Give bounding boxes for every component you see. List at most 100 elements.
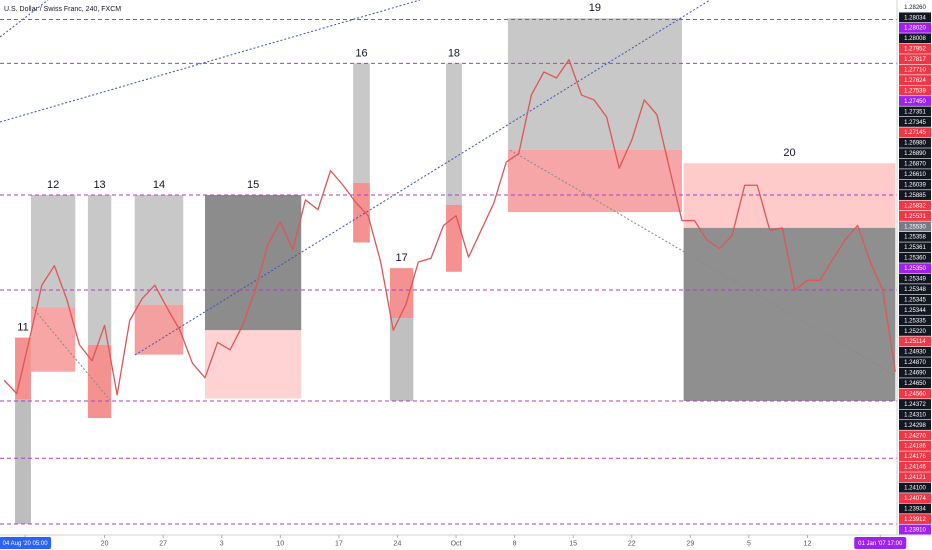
price-tag-label: 1.24121 — [904, 475, 926, 481]
zone — [134, 194, 184, 305]
price-tag — [899, 12, 931, 23]
zone — [683, 227, 896, 401]
price-tag — [899, 54, 931, 65]
price-tag — [899, 33, 931, 44]
price-tag-label: 1.25114 — [904, 339, 926, 345]
trend-line — [509, 149, 901, 379]
price-tag — [899, 252, 931, 263]
price-tag-label: 1.25348 — [904, 287, 926, 293]
price-tag — [899, 305, 931, 315]
price-tag — [899, 148, 931, 159]
price-line — [3, 59, 896, 396]
price-tag-label: 1.24650 — [904, 381, 926, 387]
price-tag-label: 1.24186 — [904, 444, 926, 450]
price-tag-label: 1.25349 — [904, 277, 926, 283]
price-tag-label: 1.25358 — [904, 235, 926, 241]
price-tag-label: 1.28020 — [904, 26, 926, 32]
price-tag-label: 1.27345 — [904, 120, 926, 126]
price-tag-label: 1.27351 — [904, 109, 926, 115]
price-tag-label: 1.27952 — [904, 47, 926, 53]
zone — [389, 268, 414, 319]
price-tag-label: 1.27145 — [904, 130, 926, 136]
price-tag-label: 1.28034 — [904, 15, 926, 21]
boxes: 11 12 13 14 15 16 17 18 19 20 — [15, 2, 896, 525]
box-label: 16 — [355, 47, 367, 59]
price-tag — [899, 43, 931, 54]
trend-line — [134, 0, 711, 356]
price-tag — [899, 64, 931, 75]
price-tag — [899, 116, 931, 127]
price-tag — [899, 96, 931, 106]
price-tag-label: 1.26610 — [904, 172, 926, 178]
price-tag — [899, 22, 931, 33]
x-tick-label: 10 — [276, 540, 284, 547]
price-tag — [899, 399, 931, 409]
price-tag-label: 1.24690 — [904, 371, 926, 377]
box-label: 12 — [47, 179, 59, 191]
price-tag-label: 1.26039 — [904, 182, 926, 188]
x-tick-badge — [854, 537, 907, 549]
x-tick-label: 8 — [513, 540, 517, 547]
price-tag — [899, 127, 931, 138]
price-tag — [899, 158, 931, 169]
price-tag-label: 1.25360 — [904, 256, 926, 262]
price-tag — [899, 75, 931, 86]
price-tag — [899, 242, 931, 253]
price-tag-label: 1.24560 — [904, 391, 926, 397]
price-tag-label: 1.24372 — [904, 402, 926, 408]
x-tick-label: 20 — [101, 540, 109, 547]
zone — [445, 204, 462, 272]
price-tag-label: 1.27624 — [904, 78, 926, 84]
drawings — [0, 0, 901, 401]
x-tick-label: 15 — [569, 540, 577, 547]
price-tag-label: 1.25345 — [904, 297, 926, 303]
x-tick-label: Oct — [451, 540, 462, 547]
x-tick-label: 17 — [335, 540, 343, 547]
price-tag-label: 1.24270 — [904, 433, 926, 439]
price-tag-label: 1.28008 — [904, 36, 926, 42]
price-tag — [899, 137, 931, 148]
price-tag-label: 1.27710 — [904, 68, 926, 74]
price-tag-label: 1.24176 — [904, 454, 926, 460]
price-tag-label: 1.25885 — [904, 193, 926, 199]
price-tag — [899, 378, 931, 389]
x-tick-label: 12 — [804, 540, 812, 547]
price-tag-label: 1.24930 — [904, 350, 926, 356]
box-label: 19 — [589, 2, 601, 14]
x-tick-label: 24 — [394, 540, 402, 547]
price-tag-label: 1.24146 — [904, 465, 926, 471]
price-tag — [899, 420, 931, 430]
price-tag — [899, 493, 931, 504]
trend-line — [31, 306, 111, 401]
price-tag — [899, 336, 931, 347]
price-tag — [899, 263, 931, 274]
zone — [353, 182, 370, 243]
box-label: 20 — [783, 147, 795, 159]
zone — [134, 304, 184, 355]
trend-line — [0, 0, 421, 123]
price-tag-label: 1.23912 — [904, 517, 926, 523]
price-tag — [899, 472, 931, 483]
zone — [205, 194, 302, 331]
price-tag-label: 1.25335 — [904, 318, 926, 324]
price-tag — [899, 2, 931, 12]
price-tag — [899, 461, 931, 472]
zone — [87, 194, 112, 345]
price-tag-label: 1.27450 — [904, 99, 926, 105]
box-label: 13 — [93, 179, 105, 191]
price-tag — [899, 315, 931, 326]
zone — [87, 344, 112, 419]
price-tag-label: 1.23910 — [904, 527, 926, 533]
price-tag — [899, 357, 931, 368]
price-tag — [899, 284, 931, 295]
zone — [30, 307, 76, 372]
price-tag-label: 1.24298 — [904, 423, 926, 429]
price-tag-label: 1.24310 — [904, 412, 926, 418]
price-tag — [899, 346, 931, 357]
price-tag — [899, 503, 931, 514]
price-tag — [899, 451, 931, 462]
price-tag-label: 1.25220 — [904, 329, 926, 335]
box-label: 18 — [448, 47, 460, 59]
